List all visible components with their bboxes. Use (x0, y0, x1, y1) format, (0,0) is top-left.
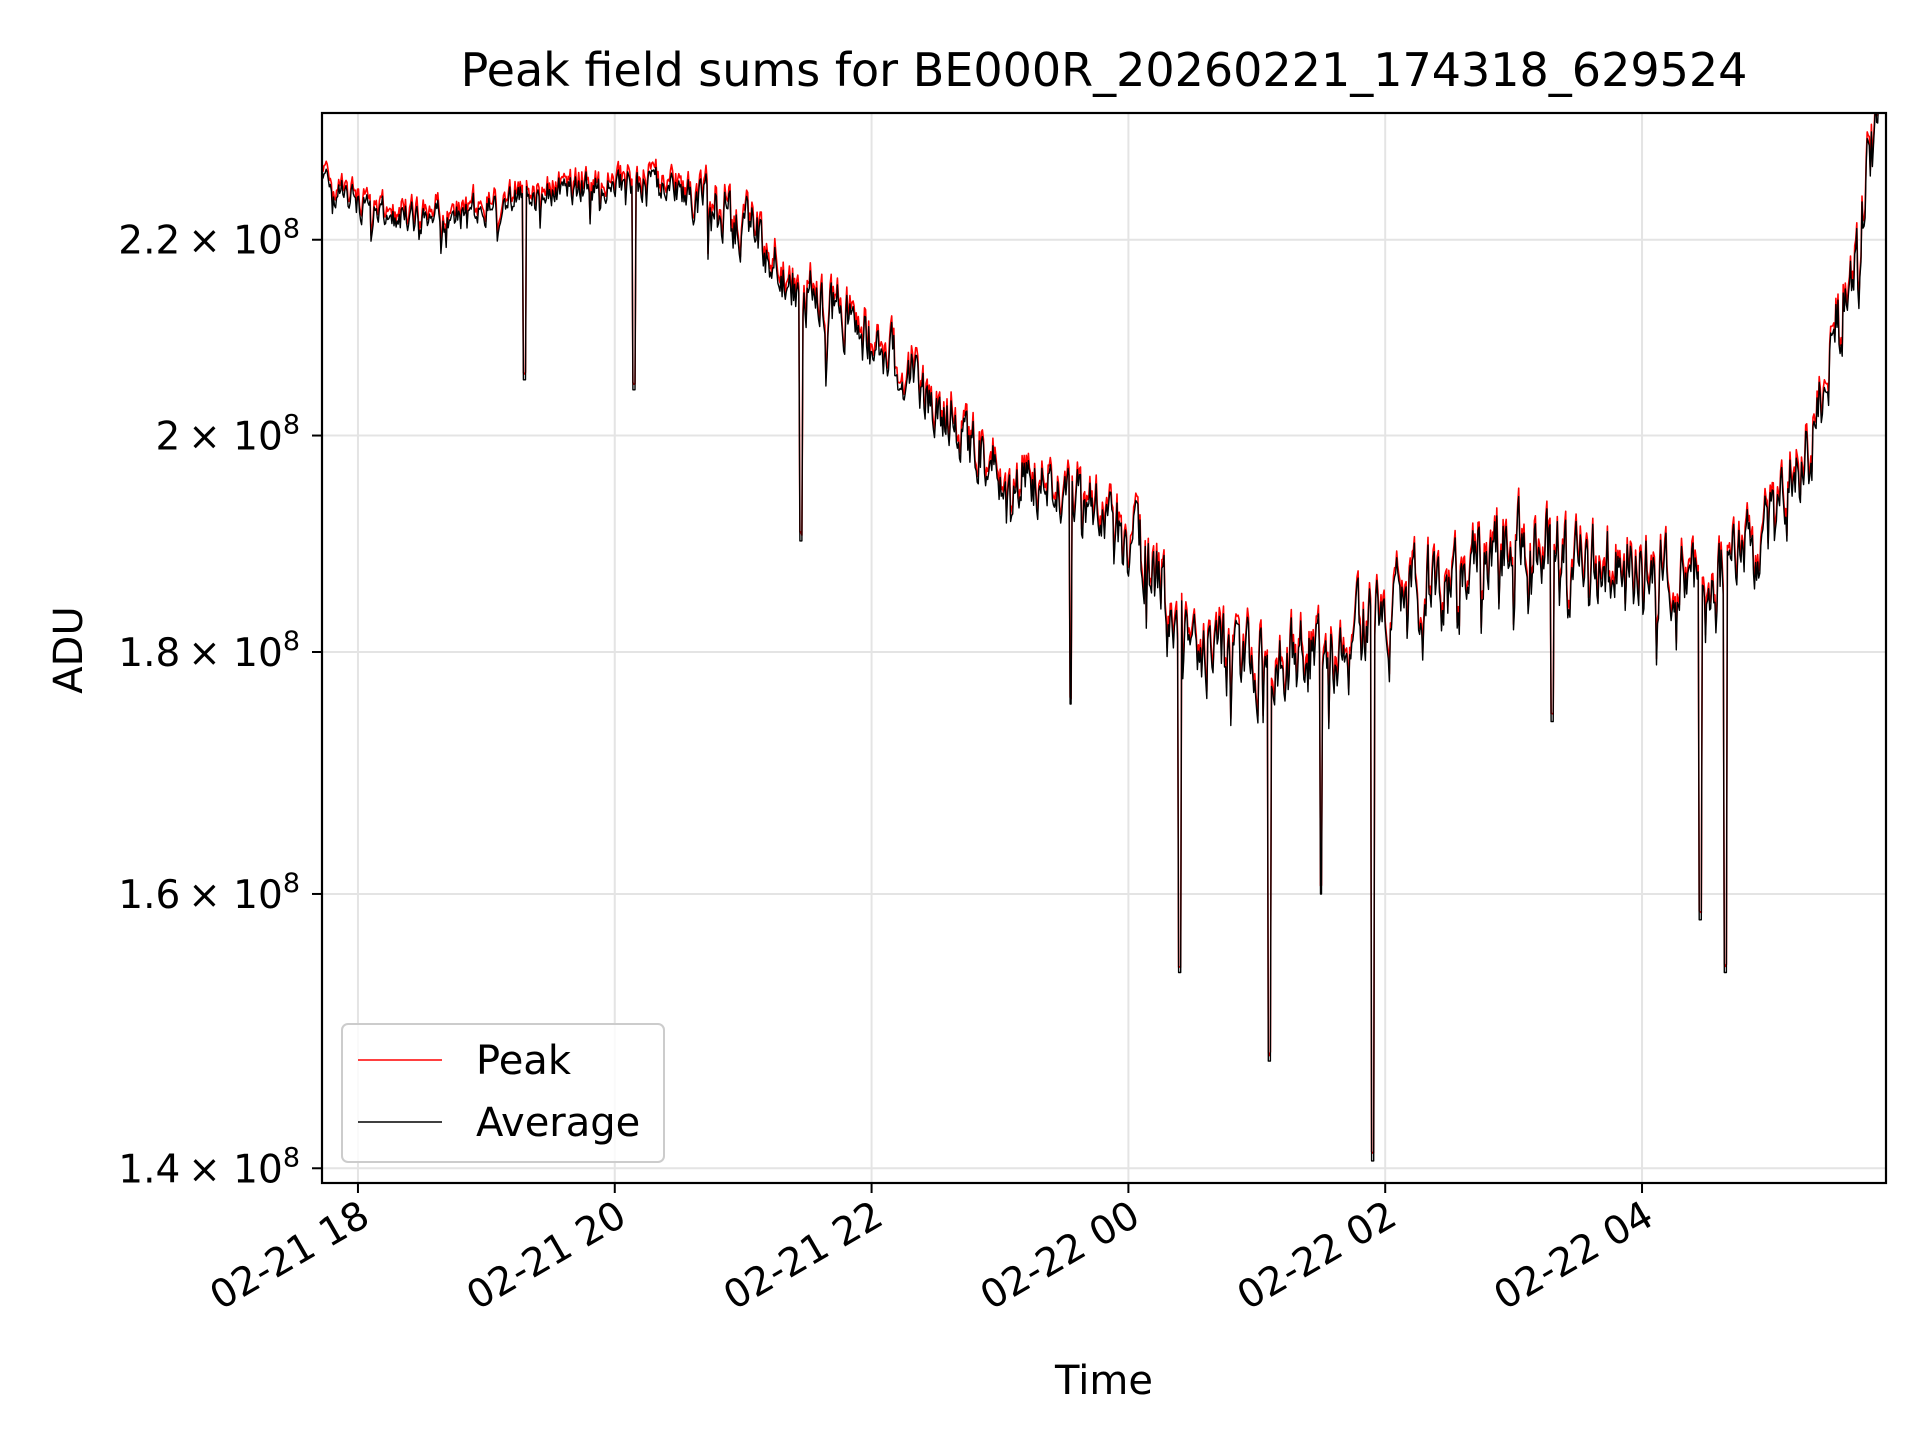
legend-label-peak: Peak (476, 1038, 572, 1084)
y-axis: 1.4 × 108 1.6 × 108 1.8 × 108 2 × 108 2.2 × … (118, 214, 322, 1192)
legend-label-average: Average (476, 1100, 640, 1146)
axes-frame (320, 111, 1888, 1185)
y-tick-label: 1.6 × 108 (118, 868, 300, 918)
chart-title: Peak field sums for BE000R_20260221_1743… (461, 43, 1748, 97)
legend-box (341, 1023, 665, 1163)
y-tick-label: 2 × 108 (156, 410, 301, 460)
y-tick-label: 1.4 × 108 (118, 1142, 300, 1192)
x-axis-label: Time (1054, 1358, 1153, 1404)
y-tick-label: 2.2 × 108 (118, 214, 300, 264)
plot-area (320, 111, 1888, 1185)
y-tick-label: 1.8 × 108 (118, 626, 300, 676)
grid-lines (322, 113, 1886, 1183)
y-axis-label: ADU (46, 606, 92, 693)
series-line-average (322, 113, 1886, 1162)
legend: Peak Average (341, 1023, 665, 1163)
